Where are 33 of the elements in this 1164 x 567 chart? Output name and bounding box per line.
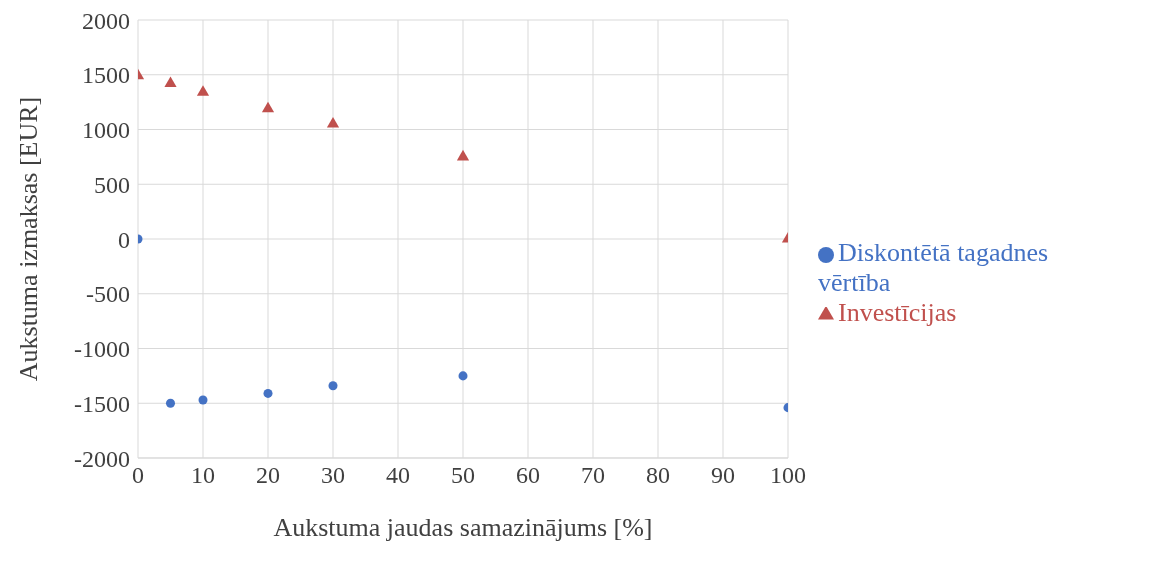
point — [165, 398, 176, 408]
y-tick-label: -500 — [86, 281, 130, 308]
x-tick-label: 50 — [451, 462, 475, 489]
point — [328, 381, 338, 391]
point — [164, 76, 177, 88]
x-tick-label: 30 — [321, 462, 345, 489]
x-tick-label: 100 — [770, 462, 806, 489]
point — [196, 85, 210, 96]
point — [198, 395, 208, 405]
x-tick-label: 90 — [711, 462, 735, 489]
y-tick-label: 1000 — [82, 117, 130, 144]
legend-label: Diskontētā tagadnes vērtība — [818, 238, 1049, 297]
y-axis-title: Aukstuma izmaksas [EUR] — [14, 96, 44, 382]
x-tick-label: 70 — [581, 462, 605, 489]
y-tick-label: -2000 — [74, 445, 130, 472]
point — [263, 388, 273, 398]
y-tick-label: 0 — [118, 226, 130, 253]
point — [326, 117, 340, 128]
point — [261, 101, 275, 113]
y-tick-label: 2000 — [82, 7, 130, 34]
y-tick-label: -1500 — [74, 390, 130, 417]
x-tick-label: 60 — [516, 462, 540, 489]
x-tick-label: 20 — [256, 462, 280, 489]
y-tick-label: 1500 — [82, 62, 130, 89]
y-tick-label: 500 — [94, 171, 130, 198]
x-tick-label: 40 — [386, 462, 410, 489]
x-tick-label: 80 — [646, 462, 670, 489]
x-tick-label: 10 — [191, 462, 215, 489]
x-axis-title: Aukstuma jaudas samazinājums [%] — [273, 513, 653, 542]
legend-label: Investīcijas — [838, 298, 957, 327]
point — [456, 149, 470, 161]
y-tick-label: -1000 — [74, 336, 130, 363]
point — [458, 371, 468, 381]
